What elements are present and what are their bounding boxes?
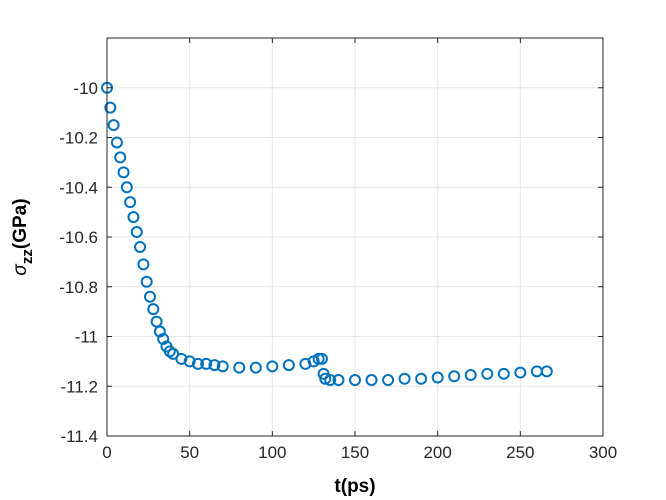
y-tick-label: -11	[75, 328, 98, 347]
data-point	[163, 345, 176, 358]
data-point	[332, 374, 345, 387]
data-point	[349, 374, 361, 387]
data-point	[175, 352, 188, 365]
y-tick-label: -11.4	[61, 427, 99, 446]
data-point	[282, 359, 295, 372]
data-point	[153, 325, 166, 338]
data-point	[415, 372, 428, 385]
data-point	[299, 357, 312, 370]
data-point	[249, 361, 262, 374]
data-point	[124, 196, 137, 209]
data-point	[147, 303, 160, 316]
x-tick-label: 300	[589, 443, 617, 462]
data-points	[101, 81, 553, 387]
y-tick-label: -10.8	[59, 278, 98, 297]
x-axis-ticks: 0 50 100 150 200 250 300	[102, 38, 617, 462]
data-point	[107, 119, 120, 132]
data-point	[382, 374, 395, 387]
data-point	[143, 290, 156, 303]
data-point	[324, 374, 337, 387]
data-point	[140, 275, 153, 288]
data-point	[183, 355, 196, 368]
x-tick-label: 50	[180, 443, 199, 462]
x-tick-label: 150	[341, 443, 369, 462]
data-point	[200, 357, 213, 370]
data-point	[114, 151, 127, 164]
data-point	[315, 352, 328, 365]
data-point	[208, 359, 221, 372]
y-tick-label: -10	[73, 79, 98, 98]
data-point	[481, 367, 494, 380]
y-tick-label: -10.6	[59, 228, 98, 247]
x-tick-label: 0	[102, 443, 111, 462]
y-axis-label-unit: (GPa)	[10, 198, 31, 249]
y-tick-label: -10.4	[59, 178, 98, 197]
x-tick-label: 250	[506, 443, 534, 462]
data-point	[365, 374, 378, 387]
data-point	[497, 367, 510, 380]
data-point	[464, 369, 477, 382]
data-point	[127, 211, 140, 224]
y-tick-label: -10.2	[59, 129, 98, 148]
x-tick-label: 100	[258, 443, 286, 462]
x-tick-label: 200	[423, 443, 451, 462]
data-point	[431, 371, 444, 384]
data-point	[110, 136, 123, 149]
data-point	[120, 181, 133, 194]
y-axis-label-subscript: zz	[19, 249, 36, 264]
data-point	[398, 372, 411, 385]
data-point	[319, 372, 332, 385]
data-point	[137, 258, 150, 271]
y-axis-label-symbol: σ	[10, 263, 31, 276]
y-axis-label: σzz(GPa)	[10, 198, 36, 275]
data-point	[514, 366, 527, 379]
data-point	[540, 365, 553, 378]
data-point	[448, 370, 461, 383]
y-tick-label: -11.2	[61, 377, 99, 396]
data-point	[104, 101, 117, 114]
x-axis-label: t(ps)	[334, 476, 375, 497]
data-point	[134, 240, 147, 253]
data-point	[130, 226, 143, 239]
data-point	[191, 357, 204, 370]
data-point	[157, 332, 170, 345]
data-point	[233, 361, 246, 374]
y-axis-ticks: -11.4 -11.2 -11 -10.8 -10.6 -10.4 -10.2 -10	[59, 79, 603, 446]
data-point	[117, 166, 130, 179]
data-point	[216, 360, 229, 373]
data-point	[266, 360, 279, 373]
